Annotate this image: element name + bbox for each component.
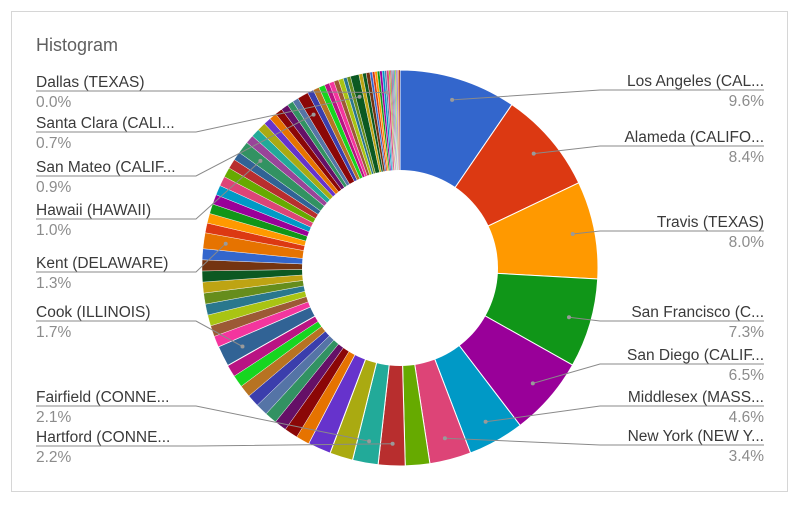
slice-value: 1.3% [36,275,72,292]
slice-label: New York (NEW Y... [628,428,764,445]
leader-dot [450,97,455,102]
leader-dot [567,315,571,320]
slice-value: 8.0% [729,234,765,251]
chart-title: Histogram [36,35,119,55]
leader-dot [311,112,316,117]
slice-value: 6.5% [729,367,765,384]
slice-value: 1.7% [36,324,72,341]
slice-value: 9.6% [729,93,765,110]
slice-value: 4.6% [729,409,765,426]
slice-label: Travis (TEXAS) [657,214,764,231]
slice-value: 2.1% [36,409,72,426]
leader-dot [531,151,536,156]
leader-line [36,96,360,133]
leader-line [36,90,388,93]
leader-line [452,89,764,101]
leader-line [568,316,764,322]
leader-dot [530,381,535,386]
slice-value: 3.4% [729,448,765,465]
leader-line [36,405,370,442]
leader-line [36,114,314,177]
slice-label: Los Angeles (CAL... [627,73,764,90]
leader-dot [385,90,390,95]
leader-dot [223,241,228,246]
leader-dot [483,419,488,424]
leader-dot [570,232,575,236]
slice-label: Alameda (CALIFO... [624,129,764,146]
slice-value: 1.0% [36,222,72,239]
leader-dot [442,436,447,441]
leader-line [572,230,764,235]
leader-dot [240,344,245,349]
labels-group: Los Angeles (CAL... 9.6% Alameda (CALIFO..… [36,73,764,466]
leader-line [36,320,243,347]
donut-hole [302,170,498,366]
slice-value: 0.7% [36,135,72,152]
leader-line [36,443,393,447]
leader-lines-group [36,89,764,447]
slice-value: 8.4% [729,149,765,166]
leader-line [36,243,227,273]
leader-dot [258,158,263,163]
leader-dot [367,439,372,444]
leader-line [444,437,764,446]
slice-label: Hawaii (HAWAII) [36,202,151,219]
slice-value: 0.9% [36,179,72,196]
slice-value: 0.0% [36,94,72,111]
slice-label: Cook (ILLINOIS) [36,304,151,321]
slice-label: Dallas (TEXAS) [36,74,145,91]
leader-line [533,145,764,155]
slice-label: Hartford (CONNE... [36,429,170,446]
leader-line [532,363,764,384]
slice-label: Middlesex (MASS... [628,389,764,406]
slice-label: Santa Clara (CALI... [36,115,175,132]
slice-value: 2.2% [36,449,72,466]
slice-label: San Diego (CALIF... [627,347,764,364]
slice-label: Kent (DELAWARE) [36,255,168,272]
slice-label: San Francisco (C... [631,304,764,321]
slice-label: Fairfield (CONNE... [36,389,170,406]
leader-line [36,160,261,220]
leader-line [485,405,764,423]
leader-dot [390,441,395,446]
leader-dot [357,94,362,99]
slice-value: 7.3% [729,324,765,341]
slice-label: San Mateo (CALIF... [36,159,176,176]
